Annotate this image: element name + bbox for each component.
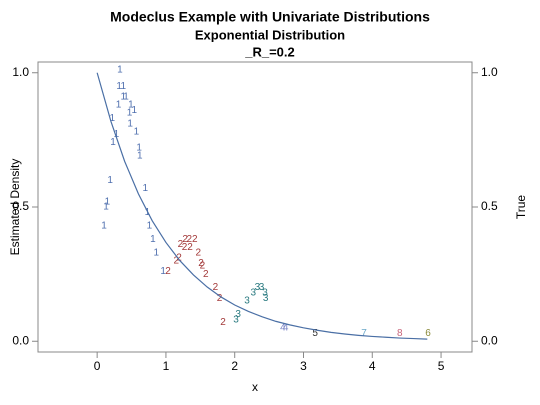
point-marker: 1 [150,234,156,245]
curve [96,72,428,340]
point-marker: 2 [198,258,204,269]
chart-subtitle: Exponential Distribution [195,27,345,42]
x-tick-label: 4 [369,359,376,373]
chart-title: Modeclus Example with Univariate Distrib… [110,9,430,25]
point-marker: 2 [200,261,206,272]
y-tick-label: 1.0 [12,65,29,79]
point-marker: 2 [187,242,193,253]
point-marker: 2 [178,239,184,250]
point-marker: 3 [235,309,241,320]
point-marker: 5 [312,328,318,339]
point-marker: 1 [136,143,142,154]
point-marker: 1 [127,108,133,119]
point-marker: 2 [220,317,226,328]
point-marker: 1 [160,266,166,277]
point-marker: 1 [107,175,113,186]
point-marker: 2 [217,293,223,304]
point-marker: 4 [280,322,286,333]
point-marker: 2 [192,234,198,245]
point-marker: 1 [116,81,122,92]
point-marker: 2 [203,269,209,280]
x-tick-label: 5 [438,359,445,373]
point-marker: 1 [143,183,149,194]
point-marker: 1 [114,129,120,140]
point-marker: 2 [195,247,201,258]
point-marker: 1 [110,113,116,124]
point-marker: 1 [128,100,134,111]
point-marker: 8 [397,328,403,339]
y2-tick-label: 0.5 [481,199,498,213]
point-marker: 1 [154,247,160,258]
y-axis-label: Estimated Density [8,159,22,256]
x-tick-label: 2 [231,359,238,373]
point-marker: 3 [262,288,268,299]
point-marker: 3 [250,288,256,299]
point-marker: 3 [259,282,265,293]
x-axis-label: x [252,380,258,394]
point-marker: 1 [116,100,122,111]
y2-axis-label: True [514,195,528,220]
point-marker: 1 [147,220,153,231]
point-marker: 1 [134,126,140,137]
y2-tick-label: 0.0 [481,333,498,347]
y-tick-label: 0.0 [12,333,29,347]
point-marker: 1 [105,196,111,207]
point-marker: 1 [117,65,123,76]
point-marker: 3 [233,314,239,325]
point-marker: 2 [182,234,188,245]
point-marker: 3 [263,293,269,304]
point-marker: 2 [176,253,182,264]
point-marker: 7 [361,328,367,339]
point-marker: 4 [283,322,289,333]
point-marker: 1 [132,105,138,116]
point-marker: 1 [121,92,127,103]
point-marker: 2 [173,255,179,266]
point-marker: 1 [127,118,133,129]
point-marker: 1 [103,202,109,213]
x-tick-label: 1 [163,359,170,373]
point-marker: 6 [425,328,431,339]
point-marker: 2 [213,282,219,293]
point-marker: 1 [137,151,143,162]
point-marker: 2 [187,234,193,245]
point-marker: 1 [101,220,107,231]
point-marker: 1 [110,137,116,148]
point-marker: 1 [121,81,127,92]
point-marker: 3 [255,282,261,293]
point-marker: 2 [165,266,171,277]
x-tick-label: 0 [94,359,101,373]
point-marker: 3 [244,296,250,307]
point-marker: 2 [182,242,188,253]
x-tick-label: 3 [300,359,307,373]
y-tick-label: 0.5 [12,199,29,213]
annotation: _R_=0.2 [244,44,295,59]
point-marker: 1 [123,92,129,103]
y2-tick-label: 1.0 [481,65,498,79]
